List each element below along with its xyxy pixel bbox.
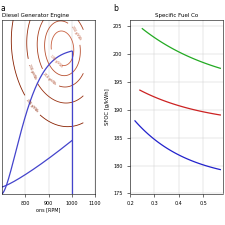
Y-axis label: SFOC [g/kWh]: SFOC [g/kWh] (105, 88, 110, 125)
Text: 214 g/kWh: 214 g/kWh (42, 72, 57, 86)
Text: 276 g/kWh: 276 g/kWh (25, 99, 38, 113)
X-axis label: ons [RPM]: ons [RPM] (36, 207, 61, 213)
Text: Diesel Generator Engine: Diesel Generator Engine (2, 14, 69, 18)
Text: 234 g/kWh: 234 g/kWh (27, 63, 37, 79)
Text: 204 g/kWh: 204 g/kWh (70, 25, 82, 40)
Title: Specific Fuel Co: Specific Fuel Co (155, 14, 198, 18)
Text: b: b (113, 4, 118, 13)
Text: 198 g/kWh: 198 g/kWh (49, 54, 63, 68)
Text: a: a (0, 4, 5, 13)
